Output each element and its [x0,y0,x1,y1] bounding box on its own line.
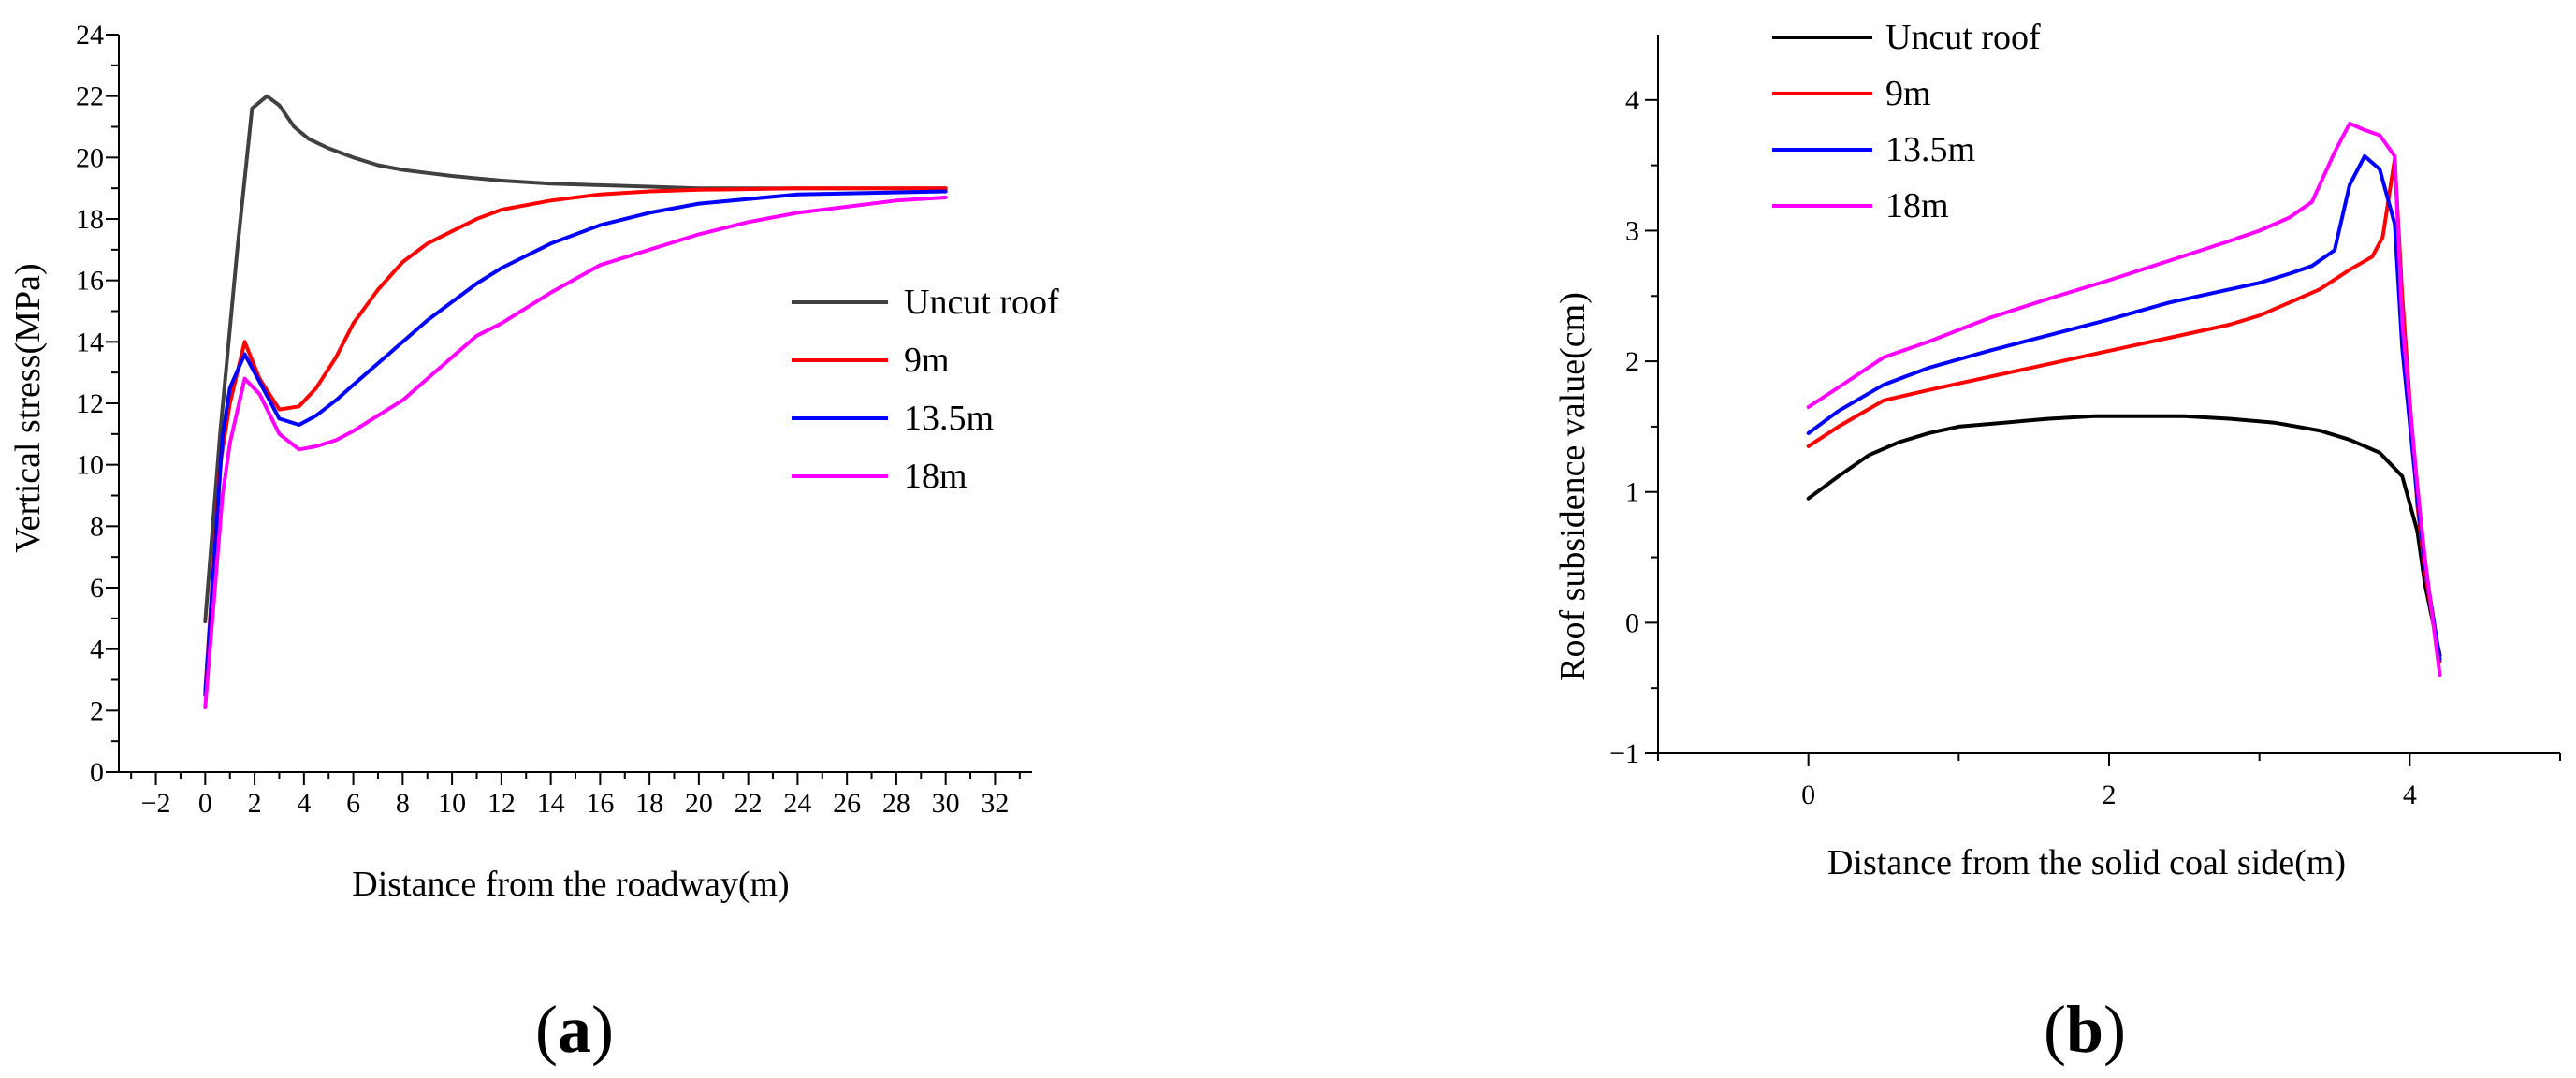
chart-a-x-tick-label: 24 [783,788,811,819]
chart-b-legend-label-18m: 18m [1885,186,1949,226]
chart-a-y-axis-title: Vertical stress(MPa) [8,263,48,552]
chart-a-legend-label-13-5m: 13.5m [904,399,994,438]
chart-a-series [203,94,948,709]
panel-label-b-open: ( [2044,992,2066,1067]
chart-a-x-tick-label: 6 [346,788,360,819]
chart-a-y-tick-label: 12 [76,388,104,419]
chart-b-x-tick-label: 2 [2103,779,2117,810]
chart-a-x-tick-label: 12 [488,788,516,819]
chart-a-x-tick-label: 0 [198,788,212,819]
chart-a-y-tick-label: 18 [76,204,104,235]
chart-a-y-tick-label: 0 [90,757,104,788]
panel-label-b-close: ) [2103,992,2126,1067]
chart-a-x-axis-title: Distance from the roadway(m) [352,865,789,904]
chart-b: −1 0 1 2 3 4 0 2 4 Uncut roof 9m 13.5m 18m Distance… [1553,18,2561,882]
chart-a-legend-label-9m: 9m [904,341,950,380]
chart-a-x-tick-label: 30 [932,788,960,819]
chart-a-x-tick-label: −2 [141,788,171,819]
chart-a-y-tick-label: 20 [76,142,104,173]
chart-a-series-13-5m [203,189,948,697]
panel-label-a: (a) [535,992,614,1067]
chart-a-y-tick-label: 6 [90,573,104,604]
chart-a-x-tick-label: 2 [248,788,262,819]
chart-b-y-tick-label: −1 [1609,738,1639,769]
chart-b-y-tick-label: 0 [1625,607,1639,638]
chart-a-x-tick-label: 22 [735,788,763,819]
chart-b-x-axis-title: Distance from the solid coal side(m) [1827,843,2346,882]
chart-b-legend: Uncut roof 9m 13.5m 18m [1772,18,2041,226]
chart-a-y-tick-label: 14 [76,327,104,357]
chart-b-series-13-5m [1806,153,2442,662]
chart-a-x-tick-label: 14 [537,788,565,819]
chart-a-y-tick-label: 2 [90,695,104,726]
chart-a-y-tick-label: 22 [76,81,104,112]
chart-b-series-18m [1806,122,2442,677]
chart-a-legend: Uncut roof 9m 13.5m 18m [792,283,1059,496]
chart-a-x-tick-label: 10 [438,788,466,819]
chart-a-y-tick-label: 10 [76,450,104,481]
chart-b-legend-label-13-5m: 13.5m [1885,130,1975,169]
chart-a-series-9m [203,186,948,694]
chart-a-y-tick-label: 16 [76,266,104,297]
chart-a-x-tick-label: 32 [981,788,1009,819]
chart-b-y-tick-label: 3 [1625,215,1639,246]
chart-b-legend-label-9m: 9m [1885,74,1931,113]
chart-b-legend-label-uncut-roof: Uncut roof [1885,18,2041,57]
chart-a-y-tick-label: 8 [90,511,104,542]
chart-a-y-tick-label: 4 [90,634,104,665]
panel-label-b-letter: b [2066,992,2103,1067]
chart-b-y-tick-label: 1 [1625,477,1639,508]
chart-a-x-tick-label: 4 [297,788,311,819]
chart-b-y-axis-title: Roof subsidence value(cm) [1553,292,1593,681]
chart-a-x-tick-label: 20 [685,788,713,819]
chart-a-x-tick-label: 8 [396,788,410,819]
chart-b-series [1806,122,2442,677]
chart-b-y-tick-label: 2 [1625,346,1639,377]
chart-a-series-18m [203,196,948,709]
chart-b-y-tick-label: 4 [1625,85,1639,116]
chart-a-legend-label-uncut-roof: Uncut roof [904,283,1059,322]
chart-b-x-tick-label: 4 [2403,779,2417,810]
panel-label-b: (b) [2044,992,2126,1067]
chart-b-x-tick-label: 0 [1801,779,1815,810]
chart-a-x-tick-label: 26 [833,788,861,819]
panel-label-a-open: ( [535,992,558,1067]
chart-b-series-9m [1806,156,2442,664]
chart-a-x-tick-label: 16 [586,788,614,819]
chart-a-x-tick-label: 28 [882,788,910,819]
chart-a-y-tick-label: 24 [76,20,104,51]
chart-b-axes: −1 0 1 2 3 4 0 2 4 [1609,35,2561,810]
chart-b-series-uncut-roof [1806,414,2442,658]
chart-a-legend-label-18m: 18m [904,457,968,496]
panel-label-a-close: ) [591,992,614,1067]
panel-label-a-letter: a [558,992,591,1067]
chart-a-x-tick-label: 18 [635,788,663,819]
